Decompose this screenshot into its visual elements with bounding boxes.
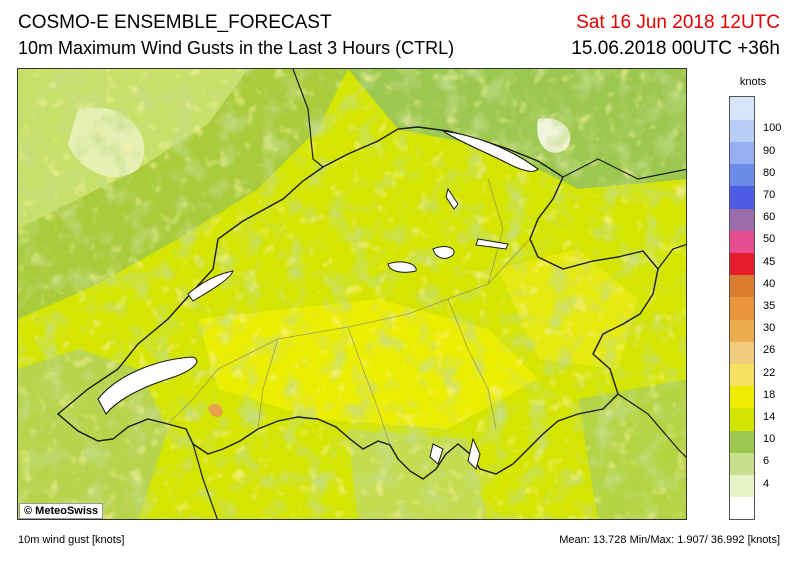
lake-lucerne xyxy=(432,246,455,259)
legend-swatch xyxy=(730,230,754,253)
legend-swatch xyxy=(730,163,754,187)
legend-swatch xyxy=(730,208,754,231)
legend-swatch xyxy=(730,407,754,431)
border-austria-italy xyxy=(657,244,686,270)
lake-geneva xyxy=(97,356,198,415)
legend-swatch xyxy=(730,252,754,276)
legend-swatch xyxy=(730,341,754,365)
legend-label: 80 xyxy=(763,166,776,179)
wind-gust-map xyxy=(17,68,687,520)
lake-constance xyxy=(442,130,539,172)
legend-swatch xyxy=(730,474,754,498)
legend-swatch xyxy=(730,97,754,120)
lake-walen xyxy=(475,238,509,250)
legend-swatch xyxy=(730,274,754,298)
legend-label: 60 xyxy=(763,211,776,224)
map-title: COSMO-E ENSEMBLE_FORECAST xyxy=(18,12,332,33)
legend-label: 26 xyxy=(763,344,776,357)
border-italy-austria xyxy=(617,393,686,458)
statistics-label: Mean: 13.728 Min/Max: 1.907/ 36.992 [kno… xyxy=(559,534,780,546)
gust-field-texture-high xyxy=(18,69,686,519)
legend-label: 40 xyxy=(763,277,776,290)
border-germany-austria xyxy=(562,158,686,180)
legend-label: 30 xyxy=(763,322,776,335)
legend-label: 70 xyxy=(763,188,776,201)
valid-time: Sat 16 Jun 2018 12UTC xyxy=(576,12,780,33)
legend-label: 22 xyxy=(763,366,776,379)
legend-swatch xyxy=(730,119,754,142)
legend-swatch xyxy=(730,296,754,320)
legend-label: 100 xyxy=(763,122,782,135)
lake-zurich xyxy=(445,187,459,210)
legend-swatch xyxy=(730,430,754,453)
border-france-italy xyxy=(192,443,218,519)
legend-label: 90 xyxy=(763,144,776,157)
lake-como xyxy=(467,437,481,470)
legend-swatch xyxy=(730,496,754,520)
legend-swatch xyxy=(730,452,754,476)
legend-label: 14 xyxy=(763,411,776,424)
legend-swatch xyxy=(730,319,754,342)
legend-label: 50 xyxy=(763,233,776,246)
legend-label: 35 xyxy=(763,300,776,312)
lake-thun xyxy=(387,261,417,273)
run-time: 15.06.2018 00UTC +36h xyxy=(571,38,780,59)
legend-swatch xyxy=(730,185,754,209)
legend-label: 45 xyxy=(763,255,776,268)
lake-maggiore xyxy=(429,443,444,465)
color-legend xyxy=(729,96,755,520)
copyright-label: © MeteoSwiss xyxy=(19,503,104,519)
canton-borders xyxy=(167,178,531,446)
variable-label: 10m wind gust [knots] xyxy=(18,534,125,546)
legend-swatch xyxy=(730,363,754,387)
legend-label: 10 xyxy=(763,433,776,446)
map-canvas xyxy=(18,69,686,519)
gust-field-peak xyxy=(208,404,223,418)
border-france-germany xyxy=(292,69,324,168)
legend-swatch xyxy=(730,141,754,165)
legend-unit: knots xyxy=(739,76,767,88)
legend-swatch xyxy=(730,385,754,409)
legend-label: 6 xyxy=(763,455,770,468)
map-subtitle: 10m Maximum Wind Gusts in the Last 3 Hou… xyxy=(18,38,455,58)
lake-neuchatel xyxy=(187,270,234,302)
legend-label: 4 xyxy=(763,477,770,490)
legend-label: 18 xyxy=(763,388,776,401)
